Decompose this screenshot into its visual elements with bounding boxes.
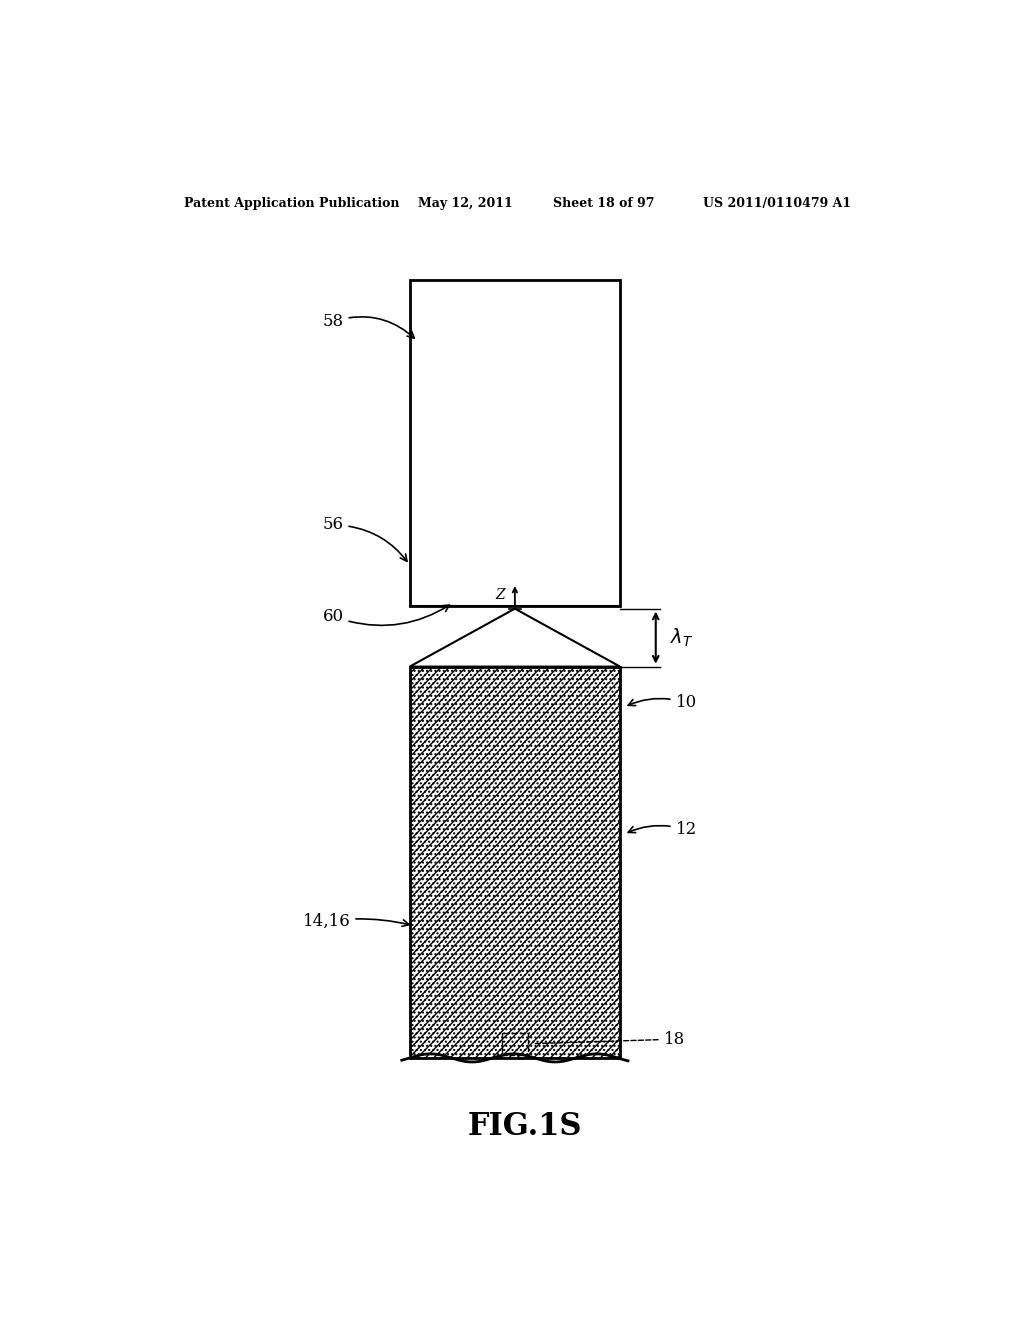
Text: May 12, 2011: May 12, 2011 — [418, 197, 512, 210]
Text: 14,16: 14,16 — [303, 913, 410, 929]
Polygon shape — [410, 609, 620, 667]
Text: 56: 56 — [323, 516, 407, 561]
Text: FIG.1S: FIG.1S — [468, 1110, 582, 1142]
Text: 60: 60 — [323, 605, 450, 626]
Text: Z: Z — [496, 589, 506, 602]
Text: Sheet 18 of 97: Sheet 18 of 97 — [553, 197, 654, 210]
Bar — [410, 667, 621, 1057]
Text: 58: 58 — [323, 313, 415, 338]
Text: 10: 10 — [628, 694, 697, 711]
Text: 12: 12 — [628, 821, 697, 838]
Bar — [410, 280, 621, 606]
Bar — [410, 667, 621, 1057]
Text: $\lambda_T$: $\lambda_T$ — [670, 627, 693, 649]
Text: US 2011/0110479 A1: US 2011/0110479 A1 — [703, 197, 852, 210]
Bar — [502, 1032, 527, 1055]
Text: 18: 18 — [535, 1031, 685, 1048]
Text: Patent Application Publication: Patent Application Publication — [183, 197, 399, 210]
